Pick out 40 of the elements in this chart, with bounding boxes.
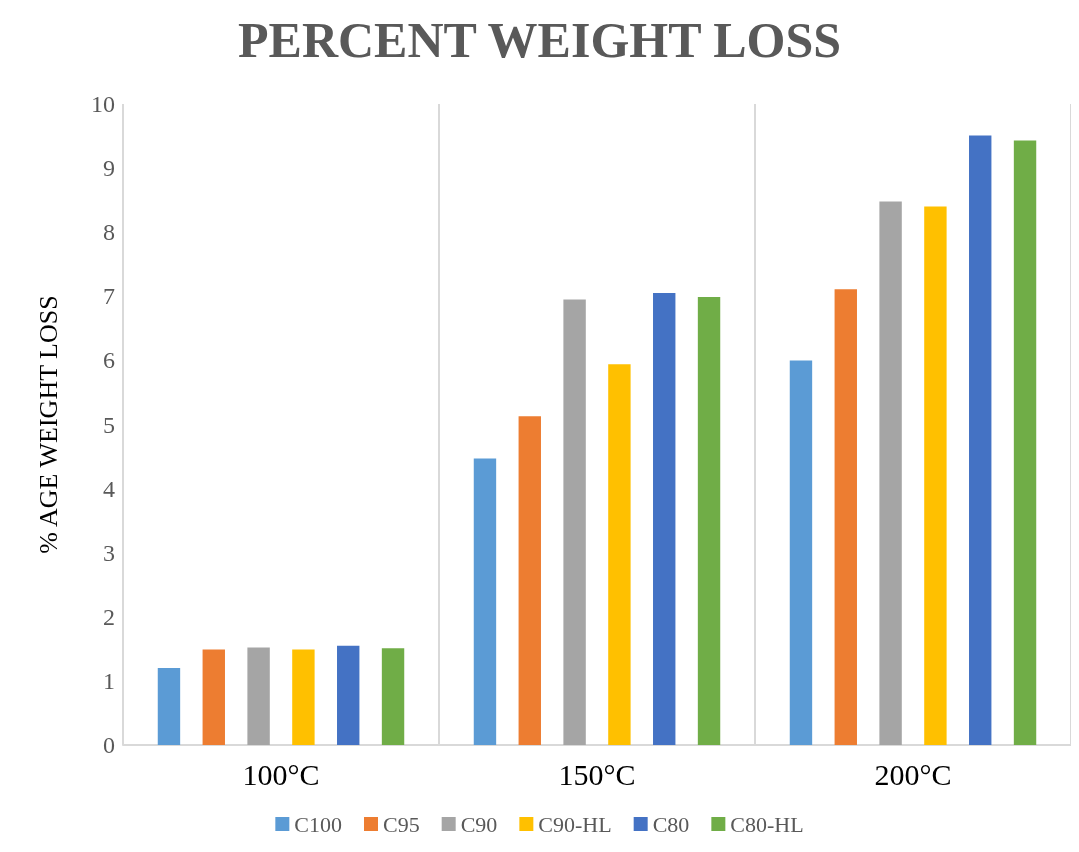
bar <box>381 648 405 745</box>
x-tick-label: 150°C <box>558 757 636 791</box>
y-axis-title: % AGE WEIGHT LOSS <box>33 295 63 554</box>
legend-label: C95 <box>383 811 420 837</box>
y-tick-label: 10 <box>91 91 115 117</box>
bar <box>202 649 225 745</box>
legend-label: C90-HL <box>538 811 612 837</box>
legend-label: C100 <box>294 811 343 837</box>
y-tick-label: 2 <box>103 603 115 630</box>
y-tick-label: 3 <box>103 539 115 566</box>
bar <box>697 296 721 745</box>
y-tick-label: 6 <box>103 347 115 374</box>
x-tick-label: 100°C <box>242 757 320 791</box>
y-tick-label: 0 <box>103 732 115 758</box>
y-tick-label: 5 <box>103 411 115 438</box>
bar <box>653 293 676 745</box>
y-tick-label: 9 <box>103 155 115 182</box>
chart-title: PERCENT WEIGHT LOSS <box>237 12 842 68</box>
bar <box>563 299 586 745</box>
legend-label: C90 <box>460 811 498 837</box>
y-tick-label: 7 <box>103 283 115 310</box>
bar <box>879 201 902 745</box>
bar <box>789 360 813 745</box>
bar <box>337 645 360 745</box>
bar <box>247 647 270 745</box>
bar <box>608 364 631 745</box>
y-tick-label: 4 <box>103 475 115 502</box>
legend-label: C80-HL <box>730 811 804 837</box>
bar <box>969 135 992 745</box>
y-tick-label: 8 <box>103 219 115 246</box>
legend-label: C80 <box>652 811 690 837</box>
x-tick-label: 200°C <box>874 757 952 791</box>
bar <box>473 458 497 745</box>
bar <box>292 649 315 745</box>
bar <box>157 668 181 745</box>
y-tick-label: 1 <box>103 667 115 694</box>
bar <box>518 416 541 745</box>
bar <box>924 206 947 745</box>
bar <box>834 289 857 745</box>
bar <box>1013 140 1037 745</box>
